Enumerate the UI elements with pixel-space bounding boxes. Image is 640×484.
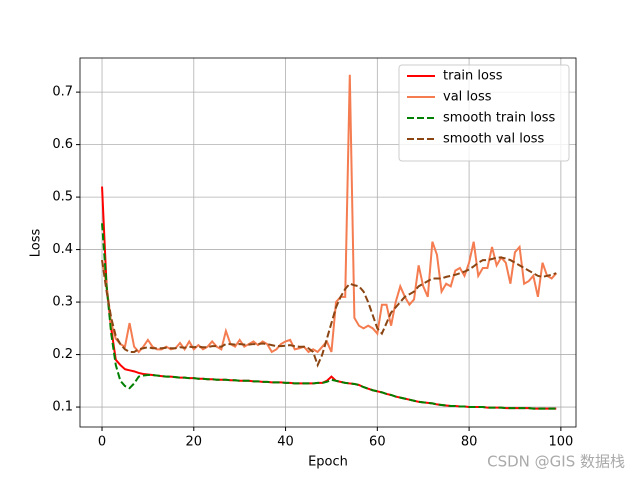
x-tick-label: 60: [369, 435, 386, 450]
y-tick-label: 0.7: [52, 85, 73, 100]
y-axis-label: Loss: [29, 229, 44, 258]
y-tick-label: 0.5: [52, 190, 73, 205]
y-tick-label: 0.1: [52, 400, 73, 415]
y-tick-label: 0.4: [52, 242, 73, 257]
legend-box: [398, 64, 570, 162]
x-axis-label: Epoch: [308, 455, 348, 470]
y-tick-label: 0.3: [52, 295, 73, 310]
line-series: [101, 186, 557, 410]
legend-label: val loss: [443, 90, 492, 105]
line-series: [101, 74, 558, 354]
x-tick-label: 40: [277, 435, 294, 450]
line-series: [101, 256, 557, 368]
axes-frame: [79, 57, 577, 428]
y-tick-label: 0.2: [52, 347, 73, 362]
legend-label: smooth train loss: [443, 111, 556, 126]
watermark: CSDN @GIS 数据栈: [487, 453, 625, 471]
line-series: [101, 223, 557, 410]
legend-label: smooth val loss: [443, 132, 545, 147]
x-tick-label: 80: [461, 435, 478, 450]
y-tick-label: 0.6: [52, 137, 73, 152]
x-tick-label: 100: [548, 435, 573, 450]
x-tick-label: 0: [98, 435, 106, 450]
x-tick-label: 20: [186, 435, 203, 450]
legend-label: train loss: [443, 69, 503, 84]
